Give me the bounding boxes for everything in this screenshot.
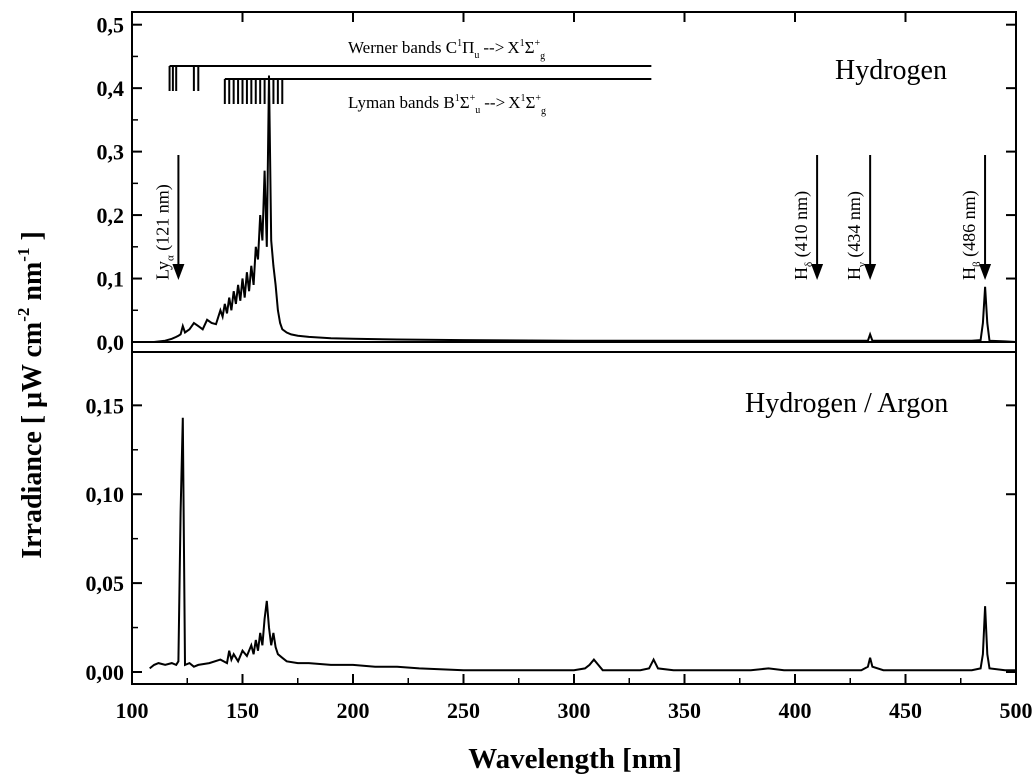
line-marker-label: Hγ (434 nm) xyxy=(844,191,868,280)
arrow-down-icon xyxy=(172,264,185,280)
line-marker-label: Lyα (121 nm) xyxy=(152,184,176,280)
top-y-ticks: 0,0 0,1 0,2 0,3 0,4 0,5 xyxy=(97,13,1016,355)
x-tick-label: 300 xyxy=(558,698,591,723)
bottom-y-ticks: 0,00 0,05 0,10 0,15 xyxy=(86,393,1016,685)
x-tick-label: 100 xyxy=(116,698,149,723)
y-tick-label: 0,0 xyxy=(97,330,125,355)
x-tick-label: 150 xyxy=(226,698,259,723)
y-tick-label: 0,00 xyxy=(86,660,125,685)
arrow-down-icon xyxy=(811,264,824,280)
arrow-down-icon xyxy=(864,264,877,280)
y-axis-label: Irradiance [ μW cm-2 nm-1 ] xyxy=(14,231,48,559)
y-tick-label: 0,05 xyxy=(86,571,125,596)
werner-bands-label: Werner bands C1Πu --> X1Σ+g xyxy=(348,38,545,62)
bottom-x-ticks: 100 150 200 250 300 350 400 450 500 xyxy=(116,674,1033,723)
hydrogen-series-line xyxy=(149,75,1017,343)
arrow-down-icon xyxy=(979,264,992,280)
hydrogen-panel: 0,0 0,1 0,2 0,3 0,4 0,5 Lyα (121 nm) Hδ (410 n… xyxy=(97,11,1017,355)
y-tick-label: 0,5 xyxy=(97,13,125,38)
band-markers xyxy=(168,65,652,104)
x-tick-label: 350 xyxy=(668,698,701,723)
x-axis-label: Wavelength [nm] xyxy=(468,743,681,775)
line-marker-label: Hβ (486 nm) xyxy=(959,190,983,280)
hydrogen-argon-series-line xyxy=(149,417,1016,672)
hydrogen-argon-panel: 0,00 0,05 0,10 0,15 100 150 200 250 300 350 400 45… xyxy=(86,351,1033,723)
y-tick-label: 0,10 xyxy=(86,482,125,507)
line-marker-label: Hδ (410 nm) xyxy=(791,191,815,280)
x-tick-label: 500 xyxy=(1000,698,1033,723)
y-tick-label: 0,4 xyxy=(97,76,125,101)
x-tick-label: 250 xyxy=(447,698,480,723)
x-tick-label: 400 xyxy=(779,698,812,723)
y-tick-label: 0,3 xyxy=(97,140,125,165)
top-panel-label: Hydrogen xyxy=(835,55,947,86)
y-tick-label: 0,15 xyxy=(86,393,125,418)
bottom-panel-label: Hydrogen / Argon xyxy=(745,388,948,419)
x-tick-label: 450 xyxy=(889,698,922,723)
top-x-ticks xyxy=(131,12,1017,22)
lyman-bands-label: Lyman bands B1Σ+u --> X1Σ+g xyxy=(348,93,546,117)
x-tick-label: 200 xyxy=(337,698,370,723)
line-markers: Lyα (121 nm) Hδ (410 nm) Hγ (434 nm) Hβ (48… xyxy=(152,155,992,280)
y-tick-label: 0,2 xyxy=(97,203,125,228)
y-tick-label: 0,1 xyxy=(97,267,125,292)
